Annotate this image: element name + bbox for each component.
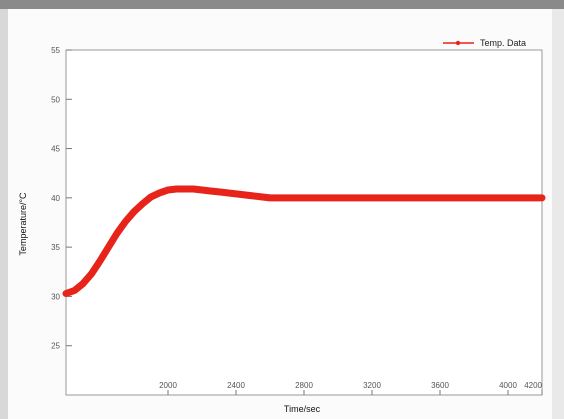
- x-tick-label: 3600: [431, 381, 449, 390]
- y-axis-title: Temperature/°C: [18, 192, 28, 256]
- window-right-frame: [552, 9, 564, 419]
- y-tick-label: 45: [51, 145, 60, 154]
- legend: Temp. Data: [443, 38, 526, 48]
- x-tick-label: 2400: [227, 381, 245, 390]
- x-tick-label: 2000: [159, 381, 177, 390]
- y-tick-label: 50: [51, 95, 60, 104]
- y-tick-label: 25: [51, 342, 60, 351]
- temperature-line: [62, 185, 546, 297]
- legend-label: Temp. Data: [480, 38, 526, 48]
- y-tick-label: 40: [51, 194, 60, 203]
- x-tick-label: 2800: [295, 381, 313, 390]
- legend-marker: [455, 40, 461, 46]
- x-tick-label: 3200: [363, 381, 381, 390]
- y-tick-label: 55: [51, 46, 60, 55]
- x-tick-label: 4000: [499, 381, 517, 390]
- y-axis-ticks: 25 30 35 40 45 50 55: [51, 46, 72, 351]
- x-axis-title: Time/sec: [284, 404, 321, 414]
- window-left-frame: [0, 9, 8, 419]
- window-top-frame: [0, 0, 564, 9]
- plot-area: [65, 49, 543, 396]
- x-axis-ticks: 2000 2400 2800 3200 3600 4000 4200: [159, 381, 543, 395]
- y-tick-label: 35: [51, 243, 60, 252]
- y-tick-label: 30: [51, 292, 60, 301]
- x-tick-label: 4200: [524, 381, 542, 390]
